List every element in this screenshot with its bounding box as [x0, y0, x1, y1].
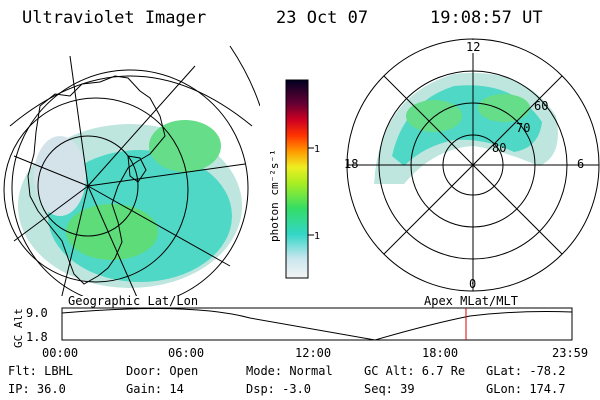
alt-ytick-1.8: 1.8 [26, 330, 48, 344]
altitude-plot: GC Alt 9.0 1.8 [12, 306, 573, 348]
alt-ytick-9: 9.0 [26, 306, 48, 320]
glat-info: GLat: -78.2 [486, 364, 566, 378]
date-label: 23 Oct 07 [276, 8, 369, 28]
alt-ylabel: GC Alt [12, 308, 25, 348]
colorbar-tick-10: 10 [314, 231, 320, 242]
altitude-curve [61, 308, 573, 341]
instrument-title: Ultraviolet Imager [22, 8, 207, 28]
mlat-label-60: 60 [534, 99, 548, 113]
colorbar-tick-100: 100 [314, 144, 320, 155]
time-tick-0000: 00:00 [42, 346, 79, 360]
filter-info: Flt: LBHL [8, 364, 74, 378]
time-label: 19:08:57 UT [430, 8, 543, 28]
mlt-label-12: 12 [466, 40, 480, 54]
gain-info: Gain: 14 [126, 382, 184, 396]
mlat-label-80: 80 [492, 141, 506, 155]
colorbar-gradient [285, 79, 309, 279]
gcalt-info: GC Alt: 6.7 Re [364, 364, 466, 378]
time-tick-2359: 23:59 [552, 346, 589, 360]
dsp-info: Dsp: -3.0 [246, 382, 312, 396]
magnetic-label: Apex MLat/MLT [424, 294, 518, 308]
geographic-label: Geographic Lat/Lon [68, 294, 199, 308]
mlt-label-6: 6 [577, 157, 584, 171]
time-tick-1200: 12:00 [295, 346, 332, 360]
mode-info: Mode: Normal [246, 364, 333, 378]
colorbar-unit: photon cm⁻²s⁻¹ [268, 149, 281, 242]
ip-info: IP: 36.0 [8, 382, 66, 396]
colorbar: 100 10 photon cm⁻²s⁻¹ [268, 79, 320, 279]
mlt-label-0: 0 [469, 277, 476, 291]
seq-info: Seq: 39 [364, 382, 415, 396]
mlat-label-70: 70 [516, 121, 530, 135]
magnetic-image: 12 0 18 6 60 70 80 [344, 38, 600, 292]
geographic-image [3, 45, 260, 296]
time-tick-1800: 18:00 [422, 346, 459, 360]
time-tick-0600: 06:00 [168, 346, 205, 360]
door-info: Door: Open [126, 364, 199, 378]
coastline [27, 75, 166, 285]
mlt-label-18: 18 [344, 157, 358, 171]
glon-info: GLon: 174.7 [486, 382, 566, 396]
